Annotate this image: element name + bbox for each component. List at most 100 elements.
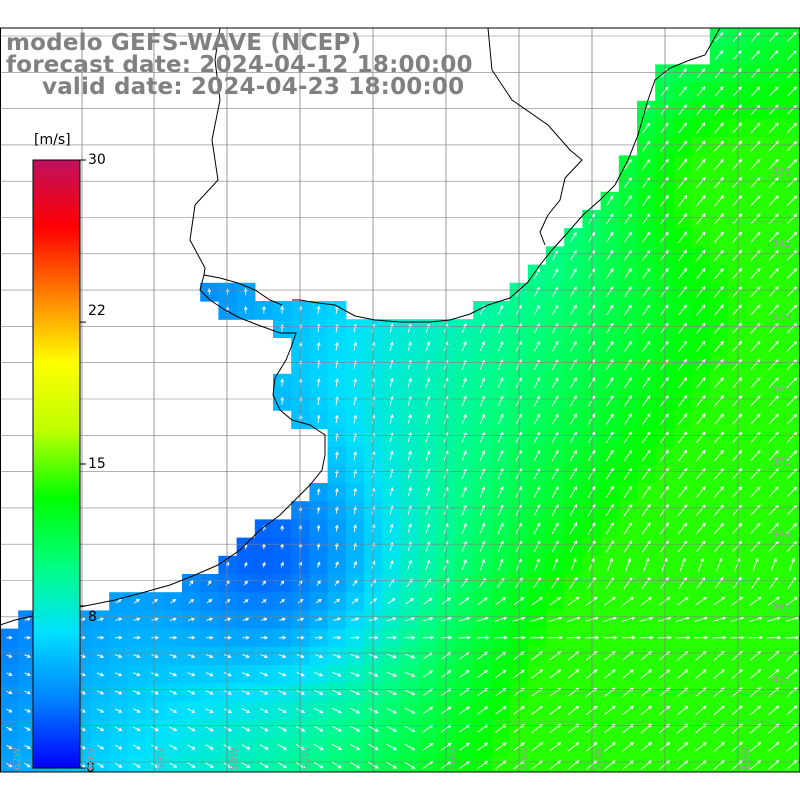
wind-arrow: [96, 617, 105, 622]
wind-arrow: [353, 414, 358, 424]
wind-arrow: [280, 305, 285, 314]
wind-arrow: [695, 705, 707, 716]
wind-arrow: [768, 322, 779, 334]
wind-arrow: [243, 305, 248, 314]
wind-arrow: [750, 68, 761, 79]
wind-arrow: [732, 304, 743, 316]
wind-arrow: [278, 672, 287, 677]
wind-arrow: [768, 304, 779, 316]
wind-arrow: [678, 395, 688, 407]
wind-arrow: [96, 635, 105, 640]
wind-arrow: [549, 760, 562, 770]
wind-arrow: [187, 726, 196, 732]
wind-arrow: [768, 104, 779, 115]
wind-arrow: [696, 377, 706, 389]
wind-arrow: [750, 158, 761, 170]
wind-arrow: [461, 395, 467, 406]
wind-arrow: [640, 742, 653, 752]
wind-arrow: [714, 286, 724, 298]
wind-arrow: [641, 485, 651, 498]
wind-arrow: [350, 635, 360, 640]
wind-arrow: [332, 725, 342, 732]
wind-arrow: [750, 377, 761, 389]
wind-arrow: [678, 576, 687, 589]
wind-arrow: [768, 486, 779, 498]
wind-arrow: [768, 68, 779, 79]
wind-arrow: [658, 596, 671, 606]
wind-arrow: [169, 762, 178, 768]
wind-arrow: [624, 268, 632, 279]
wind-arrow: [353, 560, 358, 569]
wind-arrow: [732, 340, 743, 352]
wind-arrow: [259, 708, 269, 714]
wind-arrow: [660, 122, 669, 134]
wind-arrow: [732, 50, 742, 61]
wind-arrow: [731, 741, 743, 752]
wind-arrow: [587, 449, 596, 462]
wind-arrow: [497, 486, 504, 498]
wind-arrow: [750, 522, 761, 534]
wind-arrow: [350, 707, 361, 714]
wind-arrow: [570, 268, 577, 279]
wind-arrow: [750, 176, 761, 189]
wind-arrow: [786, 359, 798, 370]
wind-arrow: [114, 690, 123, 695]
wind-arrow: [151, 654, 159, 659]
wind-arrow: [750, 86, 761, 97]
wind-arrow: [748, 635, 763, 640]
wind-arrow: [407, 377, 412, 388]
wind-arrow: [642, 122, 651, 134]
model-title: modelo GEFS-WAVE (NCEP): [6, 30, 362, 56]
wind-arrow: [714, 413, 724, 425]
wind-arrow: [187, 744, 196, 750]
wind-arrow: [461, 558, 467, 571]
wind-arrow: [133, 635, 141, 640]
wind-arrow: [714, 32, 724, 42]
wind-arrow: [334, 542, 339, 550]
wind-arrow: [479, 322, 485, 333]
wind-arrow: [660, 213, 669, 225]
wind-arrow: [534, 359, 540, 370]
wind-arrow: [188, 598, 195, 604]
wind-arrow: [552, 340, 559, 352]
wind-arrow: [476, 616, 489, 622]
wind-arrow: [678, 140, 688, 152]
wind-arrow: [335, 561, 339, 568]
wind-arrow: [749, 596, 762, 606]
wind-arrow: [96, 726, 105, 731]
wind-arrow: [497, 340, 504, 352]
wind-arrow: [332, 689, 342, 695]
wind-arrow: [389, 341, 394, 351]
wind-arrow: [277, 708, 287, 714]
wind-arrow: [696, 249, 706, 261]
wind-arrow: [569, 504, 577, 516]
wind-arrow: [534, 286, 540, 297]
wind-arrow: [624, 177, 632, 188]
wind-arrow: [788, 557, 795, 572]
wind-arrow: [461, 322, 467, 333]
wind-arrow: [622, 742, 634, 752]
wind-arrow: [96, 762, 105, 768]
wind-arrow: [241, 708, 251, 713]
wind-arrow: [786, 286, 798, 298]
lon-label-57w: 57W: [302, 747, 313, 770]
wind-arrow: [585, 596, 598, 606]
wind-arrow: [351, 598, 359, 604]
wind-arrow: [332, 671, 342, 677]
wind-arrow: [533, 504, 541, 516]
wind-arrow: [732, 395, 743, 407]
wind-arrow: [623, 576, 633, 589]
wind-arrow: [24, 635, 32, 640]
wind-arrow: [461, 504, 467, 516]
wind-arrow: [642, 158, 651, 170]
wind-arrow: [386, 653, 397, 659]
wind-arrow: [567, 669, 580, 679]
wind-arrow: [569, 540, 578, 553]
wind-arrow: [768, 140, 779, 152]
wind-arrow: [732, 413, 743, 425]
wind-arrow: [132, 762, 141, 768]
wind-arrow: [714, 395, 724, 407]
wind-arrow: [750, 140, 761, 152]
wind-arrow: [133, 654, 141, 659]
wind-arrow: [659, 449, 669, 462]
